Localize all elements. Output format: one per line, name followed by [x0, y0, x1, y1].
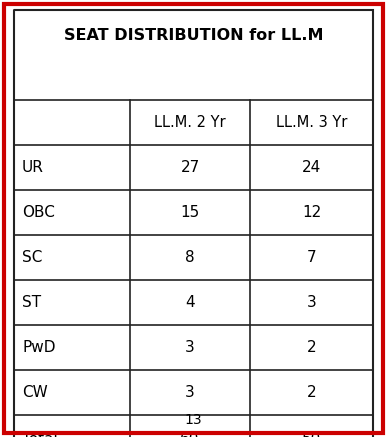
Text: 12: 12: [302, 205, 321, 220]
Text: SEAT DISTRIBUTION for LL.M: SEAT DISTRIBUTION for LL.M: [64, 28, 323, 43]
Text: UR: UR: [22, 160, 44, 175]
Text: PwD: PwD: [22, 340, 55, 355]
Text: Total: Total: [22, 433, 58, 437]
Text: CW: CW: [22, 385, 48, 400]
Text: SC: SC: [22, 250, 42, 265]
Text: 60: 60: [180, 433, 200, 437]
Text: 24: 24: [302, 160, 321, 175]
Text: 3: 3: [307, 295, 317, 310]
Text: LL.M. 2 Yr: LL.M. 2 Yr: [154, 115, 226, 130]
Text: 50: 50: [302, 433, 321, 437]
Text: LL.M. 3 Yr: LL.M. 3 Yr: [276, 115, 347, 130]
Text: 2: 2: [307, 340, 316, 355]
Text: 13: 13: [185, 413, 202, 427]
Text: 27: 27: [180, 160, 200, 175]
Text: 4: 4: [185, 295, 195, 310]
Text: 15: 15: [180, 205, 200, 220]
Text: 3: 3: [185, 385, 195, 400]
Text: OBC: OBC: [22, 205, 55, 220]
Text: 2: 2: [307, 385, 316, 400]
Text: ST: ST: [22, 295, 41, 310]
Text: 7: 7: [307, 250, 316, 265]
Text: 8: 8: [185, 250, 195, 265]
Text: 3: 3: [185, 340, 195, 355]
